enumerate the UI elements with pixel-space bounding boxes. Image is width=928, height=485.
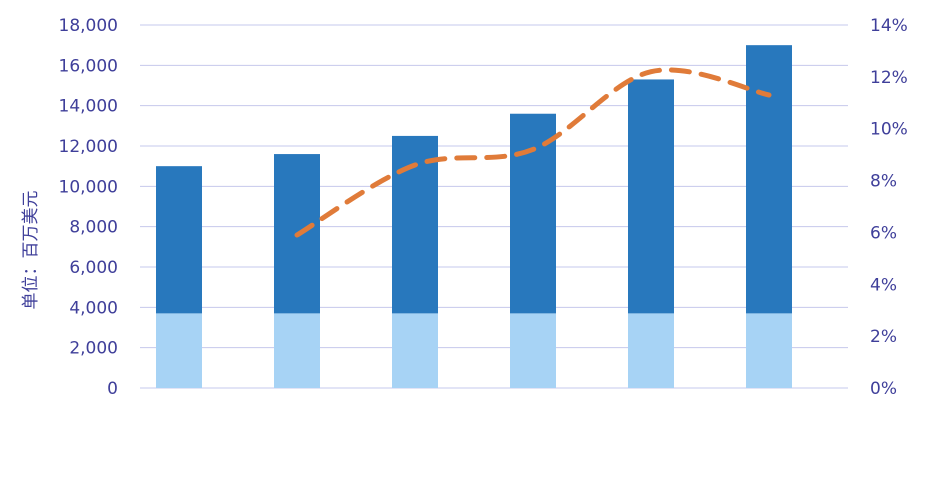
left-tick-label: 14,000 bbox=[59, 97, 118, 117]
right-tick-label: 10% bbox=[870, 120, 908, 140]
left-tick-label: 6,000 bbox=[69, 258, 118, 278]
left-tick-label: 2,000 bbox=[69, 339, 118, 359]
right-tick-label: 2% bbox=[870, 327, 897, 347]
bar-base bbox=[510, 313, 556, 388]
right-tick-label: 0% bbox=[870, 379, 897, 399]
bar-base bbox=[628, 313, 674, 388]
left-tick-label: 16,000 bbox=[59, 56, 118, 76]
left-tick-label: 10,000 bbox=[59, 177, 118, 197]
right-tick-label: 8% bbox=[870, 172, 897, 192]
right-tick-label: 6% bbox=[870, 223, 897, 243]
bar-base bbox=[156, 313, 202, 388]
right-tick-label: 4% bbox=[870, 275, 897, 295]
y-axis-label: 单位：百万美元 bbox=[21, 191, 41, 310]
bar-base bbox=[392, 313, 438, 388]
bars bbox=[156, 45, 792, 388]
left-axis-ticks: 0 2,000 4,000 6,000 8,000 10,000 12,000 14,000 1… bbox=[59, 16, 118, 399]
growth-line bbox=[294, 67, 772, 238]
left-tick-label: 8,000 bbox=[69, 218, 118, 238]
bar bbox=[628, 79, 674, 314]
bar-base bbox=[274, 313, 320, 388]
left-tick-label: 0 bbox=[107, 379, 118, 399]
grid bbox=[140, 24, 848, 389]
right-axis-ticks: 0% 2% 4% 6% 8% 10% 12% 14% bbox=[870, 16, 908, 399]
right-tick-label: 14% bbox=[870, 16, 908, 36]
growth-line-path bbox=[294, 67, 772, 238]
bar-base bbox=[746, 313, 792, 388]
bar bbox=[746, 45, 792, 314]
right-tick-label: 12% bbox=[870, 68, 908, 88]
left-tick-label: 12,000 bbox=[59, 137, 118, 157]
left-tick-label: 18,000 bbox=[59, 16, 118, 36]
left-tick-label: 4,000 bbox=[69, 298, 118, 318]
bar bbox=[156, 166, 202, 314]
